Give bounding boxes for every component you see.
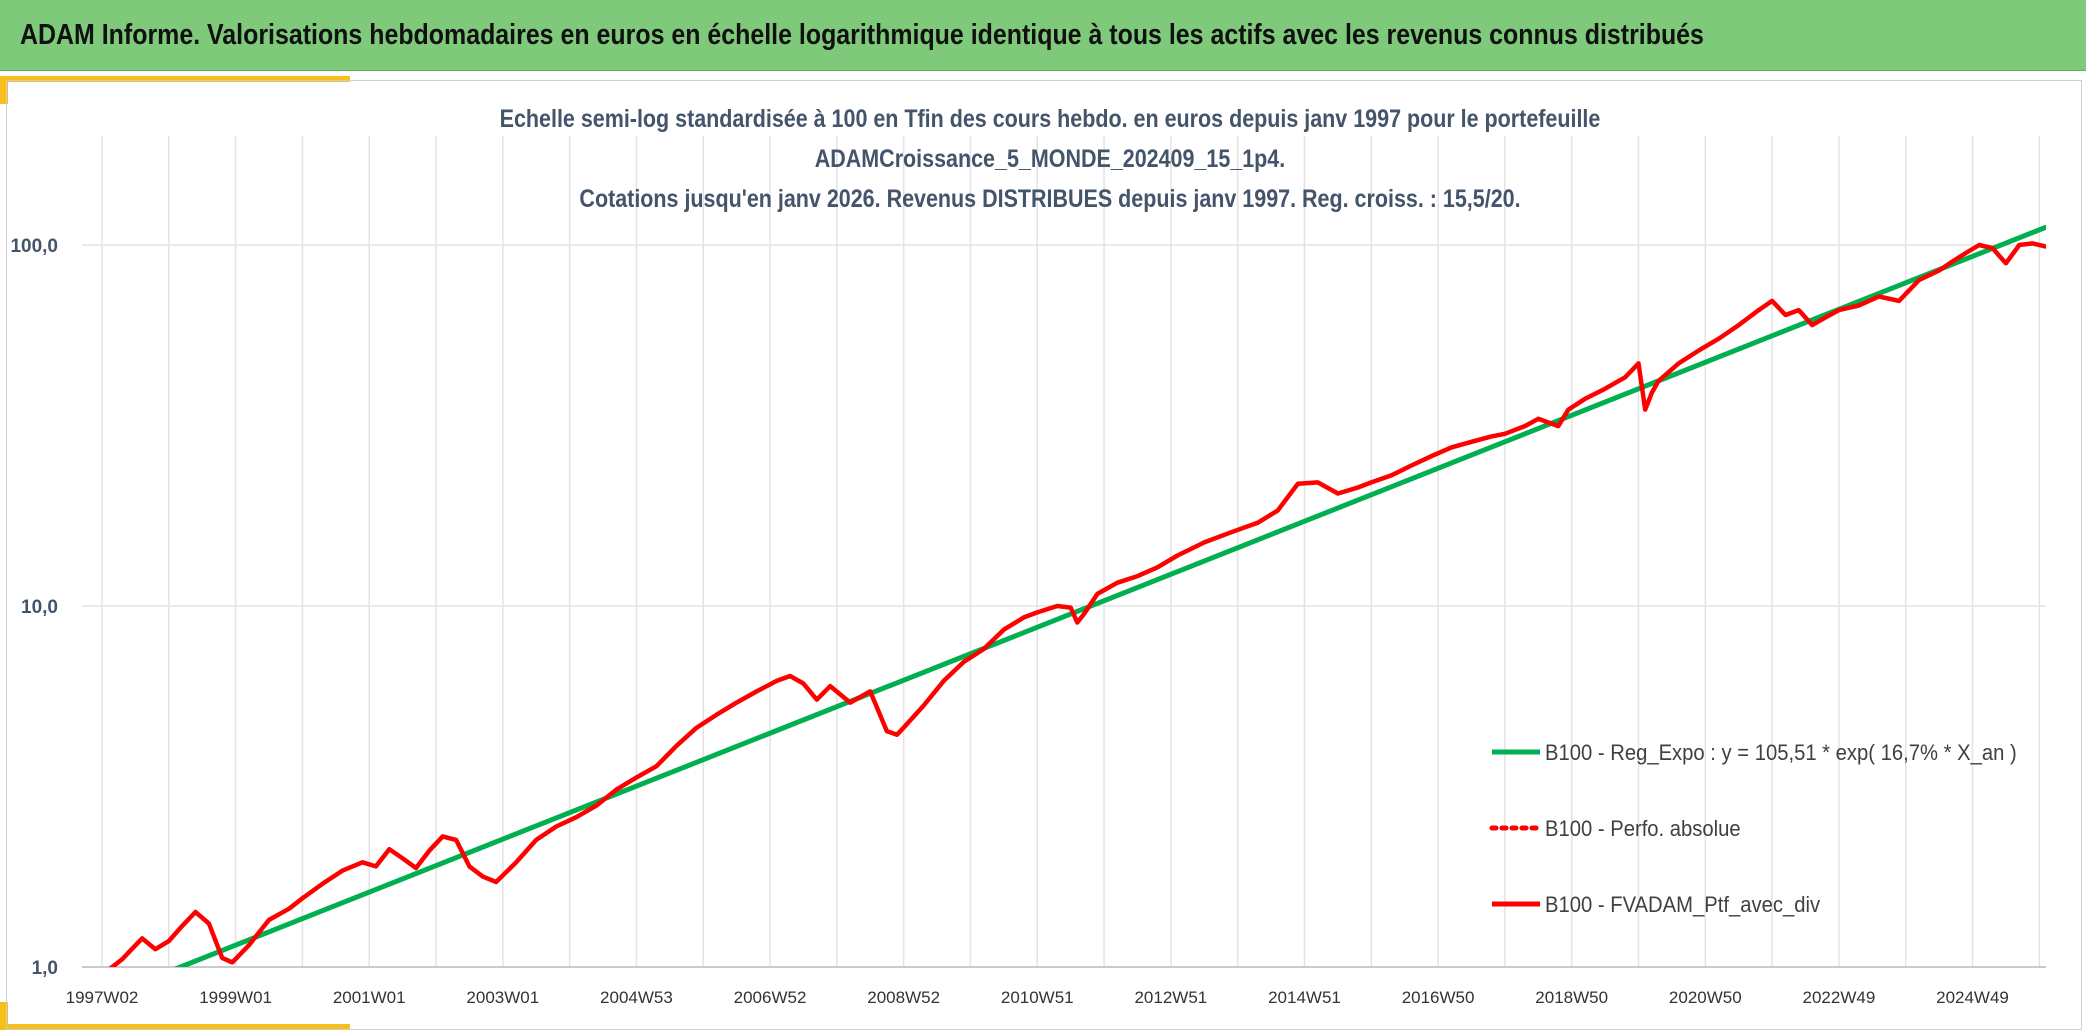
legend-label: B100 - Reg_Expo : y = 105,51 * exp( 16,7…: [1545, 741, 2017, 765]
y-tick-label: 100,0: [10, 236, 58, 257]
x-tick-label: 2003W01: [466, 988, 539, 1007]
vertical-gridlines: [101, 136, 2041, 967]
x-tick-label: 2010W51: [1001, 988, 1074, 1007]
chart-title-line: Cotations jusqu'en janv 2026. Revenus DI…: [579, 184, 1520, 212]
chart-frame: [6, 80, 2082, 1030]
plot-area: [108, 224, 2046, 967]
x-tick-label: 2016W50: [1402, 988, 1475, 1007]
chart-title: Echelle semi-log standardisée à 100 en T…: [500, 104, 1601, 212]
page-title: ADAM Informe. Valorisations hebdomadaire…: [20, 19, 1704, 51]
chart-title-line: Echelle semi-log standardisée à 100 en T…: [500, 104, 1601, 132]
header-bar: ADAM Informe. Valorisations hebdomadaire…: [0, 0, 2086, 71]
x-tick-label: 2014W51: [1268, 988, 1341, 1007]
horizontal-gridlines: [82, 244, 2046, 968]
chart-title-line: ADAMCroissance_5_MONDE_202409_15_1p4.: [815, 144, 1285, 172]
legend: B100 - Reg_Expo : y = 105,51 * exp( 16,7…: [1489, 741, 2017, 917]
x-tick-label: 2006W52: [734, 988, 807, 1007]
y-axis-ticks: 1,0 10,0 100,0: [10, 236, 58, 979]
x-tick-label: 2001W01: [333, 988, 406, 1007]
legend-item: B100 - Perfo. absolue: [1489, 817, 1741, 841]
x-tick-label: 2004W53: [600, 988, 673, 1007]
legend-item: B100 - Reg_Expo : y = 105,51 * exp( 16,7…: [1492, 741, 2017, 765]
legend-label: B100 - Perfo. absolue: [1545, 817, 1741, 841]
legend-item: B100 - FVADAM_Ptf_avec_div: [1492, 893, 1820, 917]
x-tick-label: 2022W49: [1803, 988, 1876, 1007]
x-tick-label: 1997W02: [66, 988, 139, 1007]
x-tick-label: 2024W49: [1936, 988, 2009, 1007]
accent-bar-top: [0, 76, 350, 82]
accent-bar-bottom: [0, 1024, 350, 1030]
accent-bar-left-bottom: [0, 1002, 8, 1030]
y-tick-label: 10,0: [21, 597, 58, 618]
accent-bar-left-top: [0, 76, 8, 104]
x-tick-label: 2020W50: [1669, 988, 1742, 1007]
x-axis-ticks: 1997W02 1999W01 2001W01 2003W01 2004W53 2006W…: [66, 988, 2009, 1007]
legend-label: B100 - FVADAM_Ptf_avec_div: [1545, 893, 1820, 917]
series-line: [108, 241, 2046, 967]
y-tick-label: 1,0: [32, 958, 58, 979]
x-tick-label: 2012W51: [1134, 988, 1207, 1007]
x-tick-label: 2018W50: [1535, 988, 1608, 1007]
x-tick-label: 2008W52: [867, 988, 940, 1007]
x-tick-label: 1999W01: [199, 988, 272, 1007]
